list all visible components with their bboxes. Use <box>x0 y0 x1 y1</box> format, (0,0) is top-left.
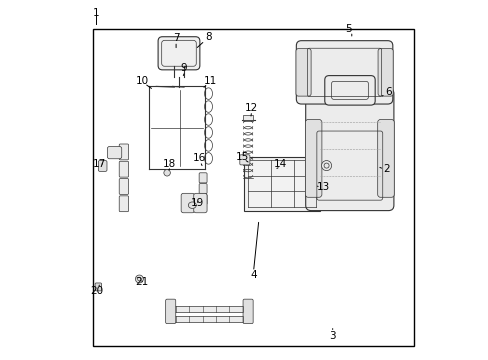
FancyBboxPatch shape <box>377 49 392 96</box>
Text: 17: 17 <box>93 159 106 169</box>
FancyBboxPatch shape <box>107 147 122 159</box>
Text: 16: 16 <box>192 153 206 163</box>
Text: 3: 3 <box>329 330 335 341</box>
FancyBboxPatch shape <box>324 76 374 105</box>
Circle shape <box>163 170 170 176</box>
Text: 6: 6 <box>385 87 391 97</box>
FancyBboxPatch shape <box>98 161 107 171</box>
Text: 13: 13 <box>316 182 330 192</box>
FancyBboxPatch shape <box>170 306 247 312</box>
FancyBboxPatch shape <box>95 283 102 291</box>
Text: 11: 11 <box>203 76 217 86</box>
FancyBboxPatch shape <box>158 37 200 70</box>
FancyBboxPatch shape <box>119 161 128 177</box>
FancyBboxPatch shape <box>243 299 253 324</box>
FancyBboxPatch shape <box>199 173 206 183</box>
FancyBboxPatch shape <box>170 316 247 322</box>
Ellipse shape <box>188 202 196 208</box>
Text: 15: 15 <box>236 152 249 162</box>
Text: 8: 8 <box>205 32 211 42</box>
Text: 2: 2 <box>383 164 389 174</box>
Circle shape <box>135 275 143 283</box>
FancyBboxPatch shape <box>242 114 253 120</box>
FancyBboxPatch shape <box>377 120 393 197</box>
FancyBboxPatch shape <box>296 41 392 104</box>
FancyBboxPatch shape <box>193 193 206 213</box>
Bar <box>93 29 413 346</box>
Circle shape <box>321 161 331 171</box>
Text: 7: 7 <box>172 33 179 43</box>
Text: 19: 19 <box>190 198 203 208</box>
Text: 5: 5 <box>345 24 351 34</box>
Text: 14: 14 <box>273 159 286 169</box>
FancyBboxPatch shape <box>119 144 128 160</box>
Text: 10: 10 <box>135 76 148 86</box>
FancyBboxPatch shape <box>199 184 206 194</box>
FancyBboxPatch shape <box>305 120 321 197</box>
Text: 1: 1 <box>92 8 99 18</box>
Text: 21: 21 <box>135 276 148 287</box>
Text: 4: 4 <box>250 270 256 280</box>
Text: 12: 12 <box>244 103 258 113</box>
FancyBboxPatch shape <box>165 299 175 324</box>
Text: 20: 20 <box>90 285 103 296</box>
FancyBboxPatch shape <box>295 49 310 96</box>
FancyBboxPatch shape <box>199 194 206 204</box>
FancyBboxPatch shape <box>239 155 249 165</box>
Text: 18: 18 <box>163 159 176 169</box>
FancyBboxPatch shape <box>181 193 194 213</box>
FancyBboxPatch shape <box>119 179 128 194</box>
FancyBboxPatch shape <box>119 196 128 212</box>
FancyBboxPatch shape <box>305 88 393 211</box>
Text: 9: 9 <box>180 63 186 73</box>
FancyBboxPatch shape <box>244 157 320 211</box>
